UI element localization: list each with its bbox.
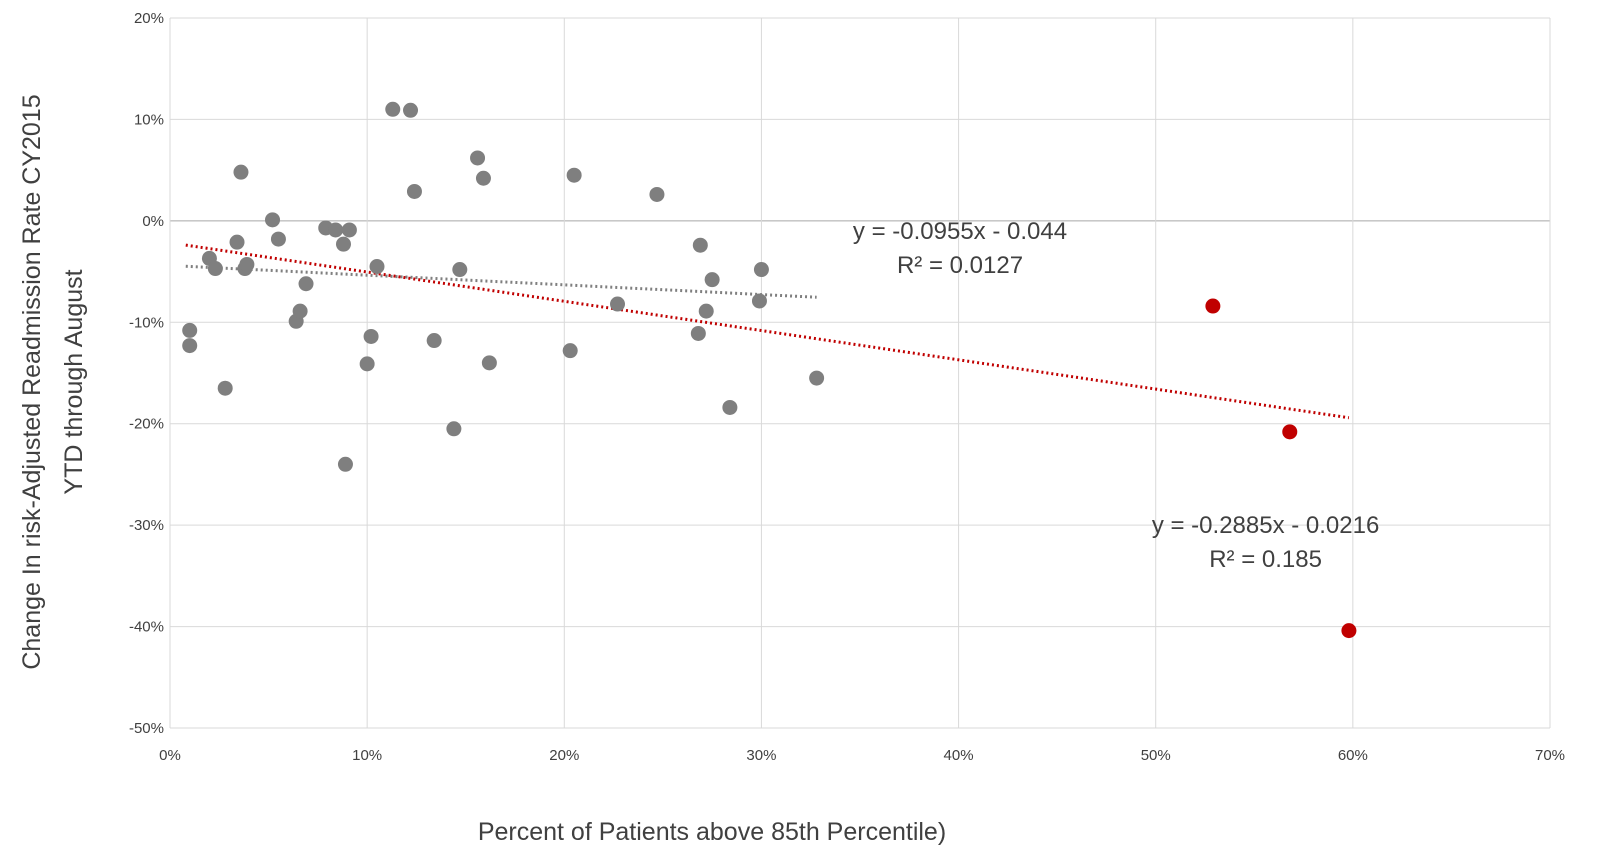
tick-labels: 20% 10% 0% -10% -20% -30% -40% -50% 0% 10% 20% 30% 4… [129, 10, 1565, 764]
data-point-gray [704, 272, 720, 288]
y-tick-label: -20% [129, 416, 164, 433]
x-tick-label: 50% [1141, 747, 1171, 764]
y-tick-label: -30% [129, 517, 164, 534]
data-point-gray [233, 164, 249, 180]
data-point-gray [298, 276, 314, 292]
data-point-red [1205, 298, 1221, 314]
x-tick-label: 70% [1535, 747, 1565, 764]
data-point-gray [207, 261, 223, 277]
data-point-gray [470, 150, 486, 166]
x-axis-title: Percent of Patients above 85th Percentil… [478, 818, 946, 846]
data-point-gray [335, 236, 351, 252]
data-point-gray [369, 259, 385, 274]
data-point-gray [751, 293, 767, 309]
data-point-gray [229, 234, 245, 250]
data-point-gray [722, 399, 738, 415]
data-point-gray [239, 256, 255, 272]
data-point-gray [481, 355, 497, 371]
data-point-gray [341, 222, 357, 238]
y-tick-label: -40% [129, 619, 164, 636]
data-point-gray [359, 356, 375, 372]
data-point-gray [217, 380, 233, 396]
data-point-gray [475, 170, 491, 186]
x-tick-label: 10% [352, 747, 382, 764]
data-point-gray [385, 101, 401, 117]
data-point-gray [328, 222, 344, 238]
data-point-gray [446, 421, 462, 437]
y-tick-label: 20% [134, 10, 164, 27]
trendline-equation: y = -0.2885x - 0.0216 [1152, 512, 1379, 539]
data-point-gray [403, 102, 419, 118]
x-tick-label: 0% [159, 747, 181, 764]
data-point-gray [337, 456, 353, 472]
x-tick-label: 60% [1338, 747, 1368, 764]
trendline-r-squared: R² = 0.185 [1209, 546, 1322, 573]
data-point-gray [566, 167, 582, 183]
trendlines [185, 243, 1350, 420]
data-point-gray [649, 186, 665, 202]
data-point-gray [406, 183, 422, 199]
data-point-gray [265, 212, 281, 228]
gridlines [169, 17, 1551, 729]
data-point-gray [753, 262, 769, 278]
trendline-equation: y = -0.0955x - 0.044 [853, 218, 1067, 245]
data-point-gray [698, 303, 714, 319]
data-point-gray [452, 262, 468, 278]
data-points [182, 101, 1357, 639]
y-tick-label: -10% [129, 314, 164, 331]
data-point-gray [182, 322, 198, 338]
y-axis-title-line-1: Change In risk-Adjusted Readmission Rate… [18, 94, 46, 669]
trendline-r-squared: R² = 0.0127 [897, 252, 1023, 279]
y-tick-label: -50% [129, 720, 164, 737]
x-tick-label: 20% [549, 747, 579, 764]
data-point-gray [690, 325, 706, 341]
x-tick-label: 30% [746, 747, 776, 764]
data-point-gray [809, 370, 825, 386]
data-point-gray [292, 303, 308, 319]
data-point-gray [610, 296, 626, 312]
data-point-gray [182, 338, 198, 354]
data-point-gray [692, 237, 708, 253]
data-point-gray [270, 231, 286, 247]
data-point-red [1282, 424, 1298, 440]
x-tick-label: 40% [944, 747, 974, 764]
data-point-gray [363, 328, 379, 344]
y-axis-title-line-2: YTD through August [60, 269, 88, 494]
y-tick-label: 0% [142, 213, 164, 230]
red-trendline [185, 243, 1350, 420]
data-point-red [1341, 623, 1357, 639]
y-tick-label: 10% [134, 111, 164, 128]
gray-trendline [185, 264, 817, 299]
data-point-gray [426, 333, 442, 349]
data-point-gray [562, 343, 578, 359]
equation-annotations: y = -0.0955x - 0.044 R² = 0.0127 y = -0.28… [853, 218, 1379, 573]
